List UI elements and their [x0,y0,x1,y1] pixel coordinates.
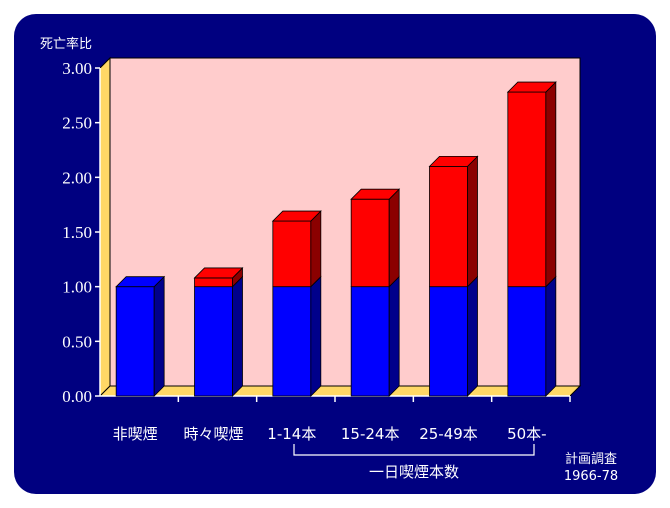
bar-excess-3-top [350,188,401,200]
bar-base-5 [507,275,557,397]
bar-excess-1-top [193,267,244,279]
y-tick-label: 0.00 [62,387,92,406]
bar-base-0-top [115,276,166,288]
bar-excess-4-top [428,155,479,167]
y-tick-label: 1.00 [62,278,92,297]
bar-excess-2 [271,210,322,288]
bar-excess-1 [193,266,244,288]
y-tick-label: 1.50 [62,223,92,242]
chart-bars [115,81,557,397]
chart-panel: 0.00 0.50 1.00 1.50 2.00 2.50 3.00 非喫煙 時々喫煙 1-14本… [14,14,656,494]
bar-base-2-front [272,286,312,397]
y-tick-label: 2.50 [62,114,92,133]
bar-excess-2-side [310,210,322,288]
y-tick-label: 0.50 [62,332,92,351]
bar-excess-5 [506,81,557,288]
bar-excess-3-front [350,198,390,288]
bar-excess-2-top [271,210,322,222]
bar-base-0-side [153,275,165,397]
x-tick-label: 1-14本 [267,425,316,443]
bar-excess-1-front [194,277,233,288]
bar-base-4-front [429,286,468,397]
bar-base-2-side [310,275,322,397]
group-bracket [293,444,535,456]
x-tick-label: 時々喫煙 [183,425,243,443]
bar-excess-5-top [506,81,557,93]
bar-excess-4-side [467,155,478,288]
group-bracket-line [293,444,535,456]
bar-excess-5-side [545,81,557,288]
y-tick-label: 3.00 [62,59,92,78]
x-tick-label: 15-24本 [341,425,400,443]
smoking-mortality-chart: 0.00 0.50 1.00 1.50 2.00 2.50 3.00 非喫煙 時々喫煙 1-14本… [40,36,618,484]
bar-base-4 [429,275,478,397]
source-note-line1: 計画調査 [565,451,617,467]
chart-axes [95,56,582,402]
bar-base-0 [115,275,166,397]
bar-excess-2-front [272,220,312,288]
bar-base-1-front [194,286,233,397]
y-tick-label: 2.00 [62,168,92,187]
source-note-line2: 1966-78 [564,469,618,484]
bar-excess-3 [350,188,401,288]
bar-base-3-side [388,275,400,397]
bar-base-5-front [507,286,547,397]
bar-base-3-front [350,286,390,397]
x-tick-label: 25-49本 [419,425,478,443]
bar-excess-5-front [507,91,547,288]
bar-base-0-front [115,286,155,397]
y-axis-title: 死亡率比 [40,36,92,52]
plot-side-wall [99,56,111,398]
x-tick-label: 非喫煙 [113,425,158,443]
x-tick-label: 50本- [507,425,547,443]
bar-excess-4-front [429,165,468,288]
group-label: 一日喫煙本数 [369,463,459,481]
bar-base-1 [194,275,243,397]
bar-excess-4 [428,155,479,288]
bar-base-5-side [545,275,557,397]
bar-base-4-side [467,275,478,397]
bar-excess-3-side [388,188,400,288]
chart-labels: 0.00 0.50 1.00 1.50 2.00 2.50 3.00 非喫煙 時々喫煙 1-14本… [62,59,546,443]
bar-base-2 [272,275,322,397]
bar-base-1-side [232,275,243,397]
bar-base-3 [350,275,400,397]
